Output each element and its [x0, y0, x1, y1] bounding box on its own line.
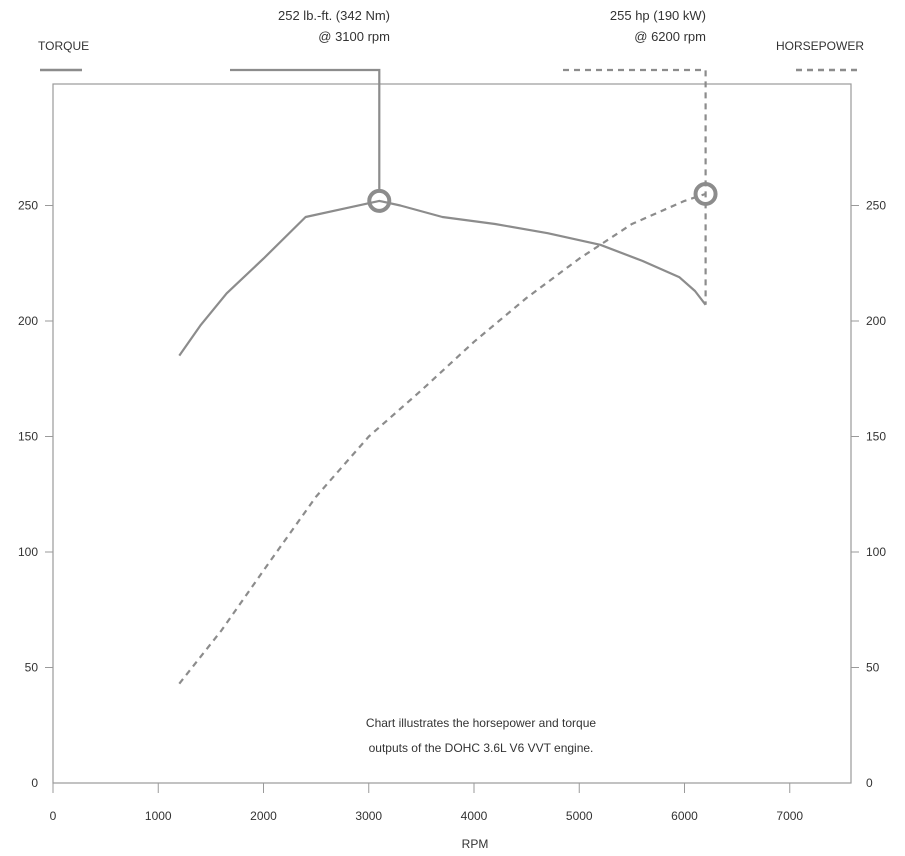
plot-frame — [52, 83, 852, 784]
torque-callout-leader — [230, 68, 381, 191]
x-tick-label: 6000 — [671, 809, 698, 823]
y-tick-label-right: 100 — [866, 545, 886, 559]
chart-note-line2: outputs of the DOHC 3.6L V6 VVT engine. — [369, 741, 594, 755]
x-tick-label: 3000 — [355, 809, 382, 823]
y-tick-label-left: 250 — [18, 199, 38, 213]
torque-series-line — [178, 199, 707, 357]
y-tick-label-right: 150 — [866, 430, 886, 444]
callout-leaders — [230, 68, 707, 305]
x-tick-label: 2000 — [250, 809, 277, 823]
y-tick-label-left: 50 — [25, 661, 39, 675]
x-tick-label: 5000 — [566, 809, 593, 823]
y-tick-label-right: 250 — [866, 199, 886, 213]
torque-peak-callout-line1: 252 lb.-ft. (342 Nm) — [278, 8, 390, 23]
y-tick-label-right: 0 — [866, 776, 873, 790]
chart-note-line1: Chart illustrates the horsepower and tor… — [366, 716, 596, 730]
y-tick-label-left: 100 — [18, 545, 38, 559]
left-axis: 0 50 100 150 200 250 — [18, 199, 53, 790]
legend-horsepower-label: HORSEPOWER — [776, 39, 864, 53]
horsepower-peak-marker — [693, 181, 718, 206]
y-tick-label-right: 50 — [866, 661, 880, 675]
x-tick-label: 4000 — [461, 809, 488, 823]
x-tick-label: 0 — [50, 809, 57, 823]
torque-peak-callout-line2: @ 3100 rpm — [318, 29, 390, 44]
x-axis: 0 1000 2000 3000 4000 5000 6000 7000 — [50, 783, 803, 823]
y-tick-label-left: 0 — [31, 776, 38, 790]
y-tick-label-right: 200 — [866, 314, 886, 328]
horsepower-series-line — [178, 192, 706, 685]
horsepower-peak-callout-line1: 255 hp (190 kW) — [610, 8, 706, 23]
series-layer — [178, 192, 707, 685]
x-axis-title: RPM — [462, 837, 489, 851]
horsepower-callout-leader — [563, 68, 707, 305]
y-tick-label-left: 200 — [18, 314, 38, 328]
legend-torque-label: TORQUE — [38, 39, 89, 53]
right-axis: 0 50 100 150 200 250 — [851, 199, 886, 790]
x-tick-label: 7000 — [776, 809, 803, 823]
peak-markers — [367, 181, 718, 213]
x-tick-label: 1000 — [145, 809, 172, 823]
horsepower-peak-callout-line2: @ 6200 rpm — [634, 29, 706, 44]
y-tick-label-left: 150 — [18, 430, 38, 444]
torque-peak-marker — [367, 188, 392, 213]
